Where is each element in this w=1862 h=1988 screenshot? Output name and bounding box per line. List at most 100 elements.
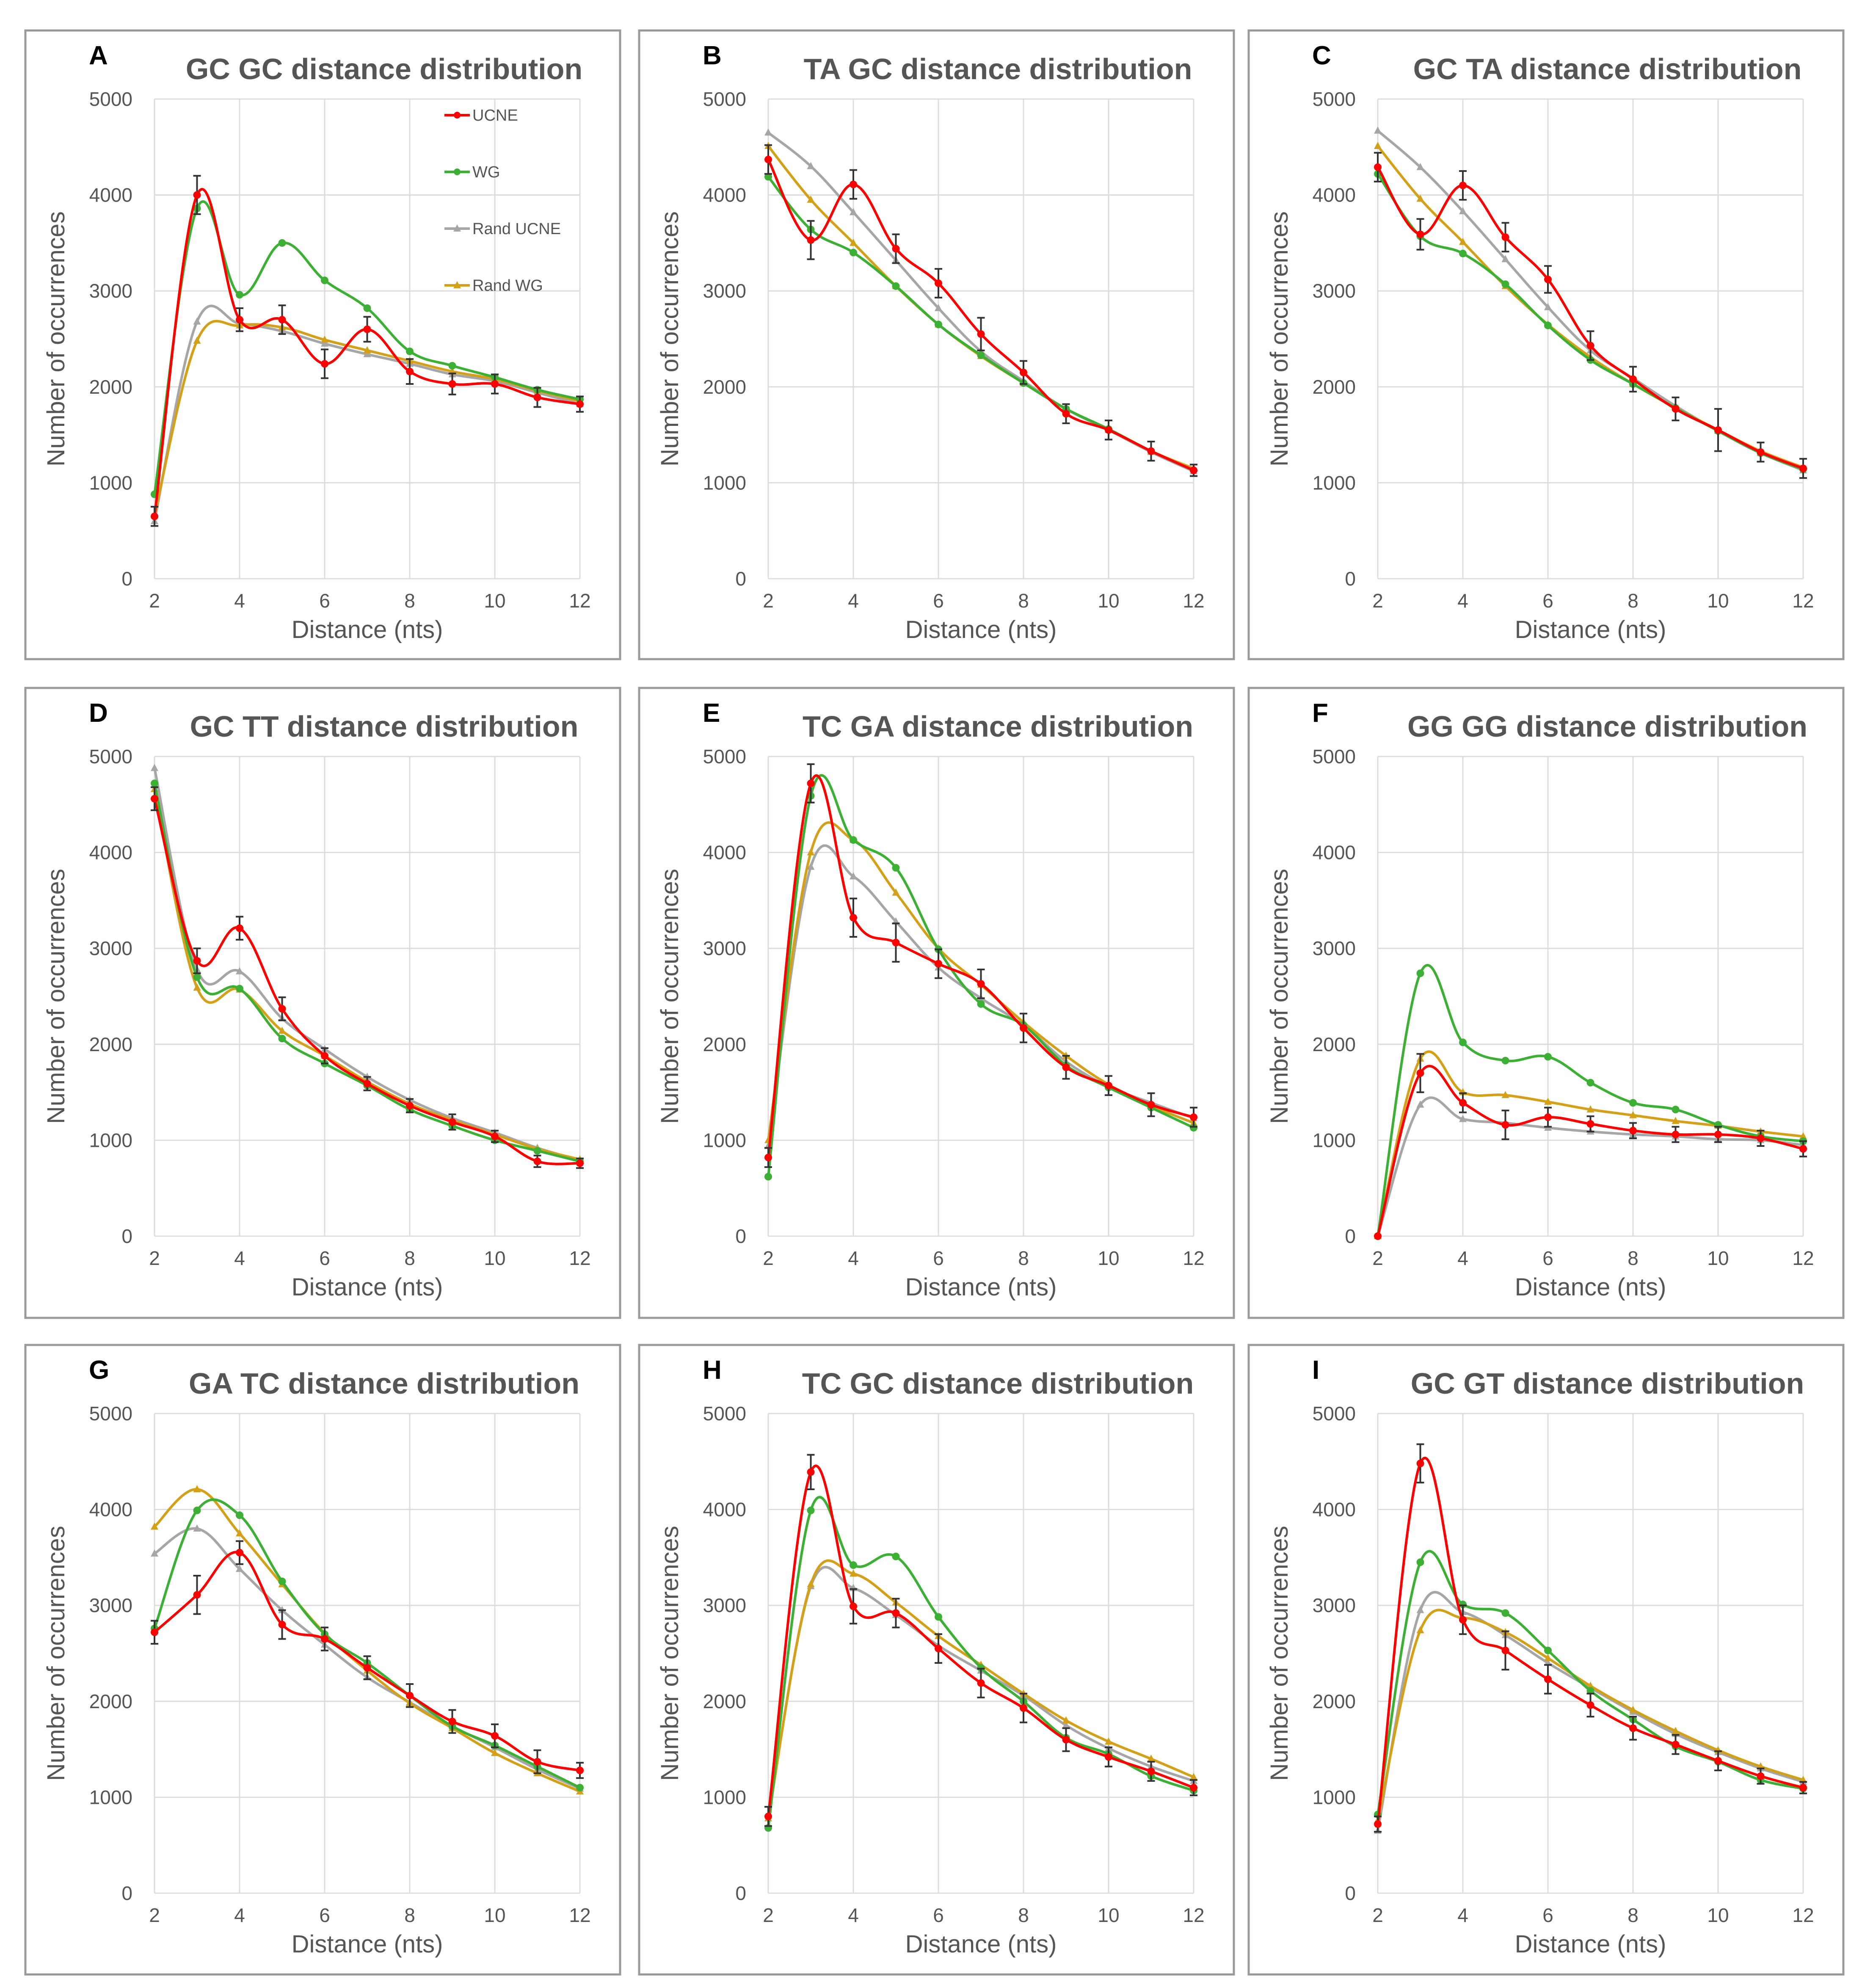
y-tick-label: 4000 (703, 842, 746, 864)
x-axis-label: Distance (nts) (1515, 1273, 1666, 1301)
data-point (892, 245, 900, 253)
x-tick-label: 12 (569, 1247, 590, 1269)
x-tick-label: 10 (1098, 590, 1119, 612)
grid (767, 1413, 1194, 1894)
x-tick-label: 12 (569, 1904, 590, 1926)
data-point (533, 1147, 541, 1155)
chart-title: GG GG distance distribution (1407, 710, 1807, 743)
panel-letter: G (89, 1356, 109, 1385)
data-point (491, 380, 499, 388)
data-point (977, 1679, 985, 1687)
data-point (1459, 1600, 1467, 1608)
x-tick-label: 10 (1098, 1247, 1119, 1269)
x-tick-label: 2 (763, 590, 774, 612)
series-ucne (1374, 152, 1807, 479)
legend-item: Rand WG (444, 277, 543, 295)
data-point (193, 337, 201, 344)
grid (154, 1413, 581, 1894)
data-point (935, 960, 942, 968)
data-point (406, 1692, 414, 1700)
data-point (1416, 1558, 1424, 1566)
data-point (1459, 1038, 1467, 1046)
x-tick-label: 2 (149, 1904, 160, 1926)
data-point (935, 1613, 942, 1621)
data-point (1416, 1069, 1424, 1077)
data-point (850, 208, 857, 215)
data-point (1459, 1616, 1467, 1624)
data-point (1544, 303, 1552, 310)
data-point (363, 350, 371, 357)
data-point (1586, 1120, 1594, 1128)
data-point (1020, 1024, 1027, 1032)
panel-frame (24, 1344, 621, 1976)
data-point (1757, 1134, 1765, 1142)
x-tick-label: 8 (404, 1247, 415, 1269)
data-point (321, 1052, 328, 1060)
data-point (850, 872, 857, 880)
x-tick-label: 4 (848, 1247, 859, 1269)
panel-frame (638, 1344, 1235, 1976)
chart-panel-e: 0 1000 2000 3000 4000 5000 2 4 6 8 10 12 Distance (n… (638, 687, 1235, 1319)
data-point (1501, 1609, 1509, 1617)
y-tick-label: 1000 (89, 1786, 132, 1808)
y-axis-label: Number of occurrences (42, 211, 70, 467)
panel-letter: E (703, 699, 720, 728)
y-tick-label: 5000 (89, 88, 132, 110)
panel-letter: B (703, 41, 722, 70)
data-point (1416, 1626, 1424, 1634)
data-point (236, 985, 243, 993)
data-point (151, 1522, 158, 1530)
data-point (1799, 1132, 1807, 1140)
data-point (236, 316, 243, 324)
x-tick-label: 8 (1628, 1247, 1639, 1269)
chart-panel-b: 0 1000 2000 3000 4000 5000 2 4 6 8 10 12 Distance (n… (638, 29, 1235, 660)
data-point (764, 1173, 772, 1181)
x-axis-label: Distance (nts) (1515, 1930, 1666, 1958)
x-tick-label: 2 (149, 590, 160, 612)
chart-panel-g: 0 1000 2000 3000 4000 5000 2 4 6 8 10 12 Distance (n… (24, 1344, 621, 1976)
x-tick-label: 6 (933, 1247, 944, 1269)
data-point (533, 1758, 541, 1766)
data-point (193, 1485, 201, 1493)
y-axis-label: Number of occurrences (42, 869, 70, 1124)
data-point (1105, 426, 1112, 434)
x-tick-label: 6 (319, 1247, 330, 1269)
x-tick-label: 12 (569, 590, 590, 612)
chart-panel-i: 0 1000 2000 3000 4000 5000 2 4 6 8 10 12 Distance (n… (1247, 1344, 1845, 1976)
data-point (1586, 1701, 1594, 1709)
data-point (1062, 1063, 1070, 1071)
x-axis-label: Distance (nts) (905, 1930, 1057, 1958)
data-point (406, 347, 414, 355)
data-point (1374, 1232, 1382, 1240)
chart-panel-c: 0 1000 2000 3000 4000 5000 2 4 6 8 10 12 Distance (n… (1247, 29, 1845, 660)
y-tick-label: 3000 (1313, 280, 1356, 302)
data-point (448, 1717, 456, 1726)
data-point (1714, 1757, 1722, 1765)
x-tick-label: 6 (933, 590, 944, 612)
data-point (151, 1549, 158, 1557)
panel-frame (638, 29, 1235, 660)
x-axis-label: Distance (nts) (905, 1273, 1057, 1301)
y-tick-label: 3000 (703, 937, 746, 959)
data-point (1672, 405, 1680, 413)
data-point (1416, 230, 1424, 238)
data-point (807, 1468, 815, 1476)
y-tick-label: 0 (1345, 1225, 1356, 1247)
panel-frame (24, 687, 621, 1319)
data-point (850, 1561, 857, 1569)
data-point (892, 939, 900, 947)
x-tick-label: 2 (1372, 1904, 1383, 1926)
y-tick-label: 5000 (1313, 88, 1356, 110)
data-point (321, 360, 328, 368)
panel-frame (638, 687, 1235, 1319)
series-ucne (1374, 1053, 1807, 1240)
data-point (1629, 1111, 1637, 1118)
panel-letter: H (703, 1356, 722, 1385)
series-ucne (764, 763, 1197, 1168)
data-point (193, 973, 201, 981)
y-axis-label: Number of occurrences (1266, 211, 1293, 467)
panel-frame (1247, 29, 1845, 660)
y-tick-label: 4000 (89, 842, 132, 864)
data-point (236, 1529, 243, 1537)
panel-letter: D (89, 699, 108, 728)
